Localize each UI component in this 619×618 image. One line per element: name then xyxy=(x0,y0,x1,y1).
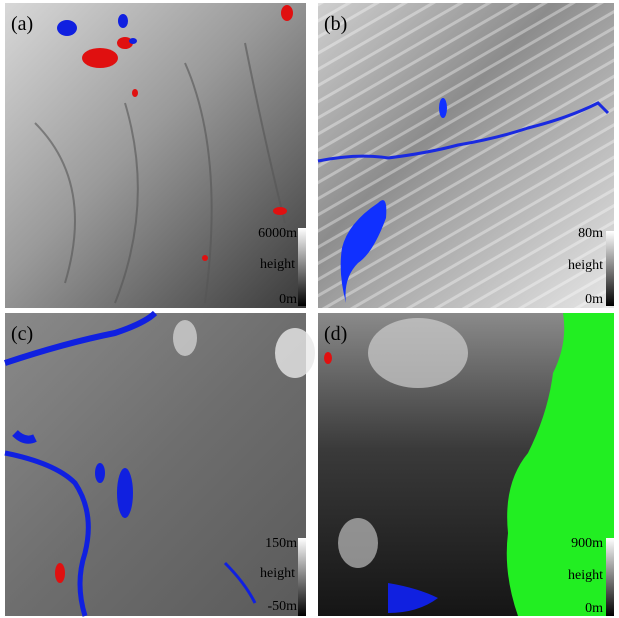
panel-c: (c) 150m height -50m xyxy=(5,313,315,616)
colorbar-min: 0m xyxy=(279,292,297,307)
colorbar-max: 80m xyxy=(578,226,603,241)
colorbar-min: 0m xyxy=(585,601,603,616)
colorbar-max: 6000m xyxy=(258,226,297,241)
colorbar-name: height xyxy=(568,258,603,273)
colorbar-name: height xyxy=(260,257,295,272)
panel-label: (d) xyxy=(324,323,347,345)
panel-a: (a) 6000m height 0m xyxy=(5,3,306,308)
colorbar-max: 900m xyxy=(571,536,603,551)
panel-d: (d) 900m height 0m xyxy=(318,313,614,616)
figure: (a) 6000m height 0m (b) 80m height 0m (c… xyxy=(0,0,619,618)
colorbar-name: height xyxy=(568,568,603,583)
panel-label: (b) xyxy=(324,13,347,35)
colorbar-name: height xyxy=(260,566,295,581)
colorbar-max: 150m xyxy=(265,536,297,551)
colorbar-min: -50m xyxy=(267,599,297,614)
colorbar-min: 0m xyxy=(585,292,603,307)
panel-label: (a) xyxy=(11,13,33,35)
panel-label: (c) xyxy=(11,323,33,345)
panel-b: (b) 80m height 0m xyxy=(318,3,614,308)
